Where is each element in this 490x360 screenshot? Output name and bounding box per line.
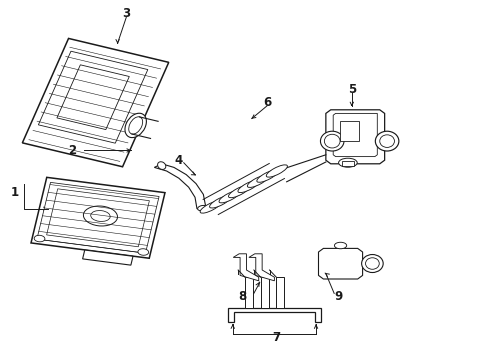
Ellipse shape — [375, 131, 399, 151]
Polygon shape — [326, 110, 385, 164]
Ellipse shape — [257, 170, 278, 182]
Ellipse shape — [238, 180, 259, 193]
Ellipse shape — [362, 255, 383, 273]
Ellipse shape — [200, 201, 221, 213]
Ellipse shape — [125, 113, 147, 138]
Text: 9: 9 — [334, 291, 342, 303]
Text: 8: 8 — [239, 291, 246, 303]
Bar — [340, 121, 359, 141]
Ellipse shape — [83, 206, 118, 226]
Text: 5: 5 — [348, 83, 356, 96]
Bar — [276, 277, 284, 308]
Text: 2: 2 — [69, 144, 76, 157]
Polygon shape — [23, 39, 169, 167]
Ellipse shape — [320, 131, 344, 151]
Text: 4: 4 — [175, 154, 183, 167]
Ellipse shape — [197, 206, 207, 211]
Polygon shape — [83, 250, 133, 265]
Polygon shape — [318, 248, 363, 279]
Ellipse shape — [138, 249, 148, 255]
Ellipse shape — [210, 196, 231, 208]
Bar — [261, 277, 269, 308]
Ellipse shape — [228, 185, 249, 198]
Text: 3: 3 — [122, 7, 130, 20]
Polygon shape — [333, 113, 377, 157]
Ellipse shape — [34, 235, 45, 242]
Ellipse shape — [334, 242, 346, 249]
Polygon shape — [154, 164, 206, 209]
Polygon shape — [228, 308, 321, 322]
Polygon shape — [233, 254, 259, 281]
Ellipse shape — [219, 190, 240, 203]
Ellipse shape — [266, 165, 288, 177]
Bar — [245, 277, 253, 308]
Ellipse shape — [247, 175, 269, 188]
Polygon shape — [38, 51, 148, 143]
Bar — [342, 161, 354, 166]
Ellipse shape — [339, 158, 357, 167]
Text: 1: 1 — [11, 186, 19, 199]
Polygon shape — [31, 177, 165, 258]
Polygon shape — [37, 183, 159, 253]
Polygon shape — [57, 65, 129, 130]
Text: 7: 7 — [272, 331, 280, 344]
Polygon shape — [47, 189, 149, 247]
Ellipse shape — [158, 162, 166, 170]
Polygon shape — [249, 254, 274, 281]
Text: 6: 6 — [263, 96, 271, 109]
